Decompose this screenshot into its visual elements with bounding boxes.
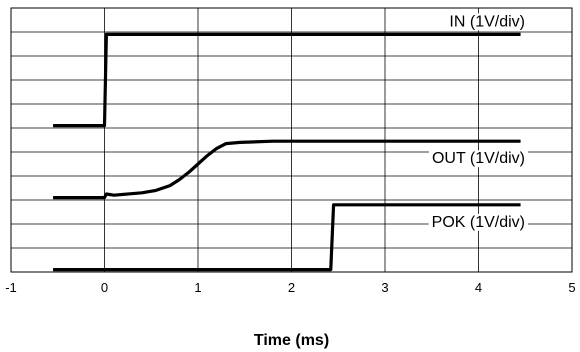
- trace-in: [53, 32, 521, 128]
- traces: [53, 32, 521, 272]
- trace-label-pok: POK (1V/div): [432, 214, 525, 231]
- trace-label-background: [446, 13, 528, 31]
- trace-pok: [53, 203, 521, 272]
- trace-label-background: [428, 150, 528, 168]
- x-tick-label: 0: [101, 280, 108, 295]
- trace-label-in: IN (1V/div): [449, 13, 525, 30]
- plot-frame: [10, 7, 573, 273]
- trace-label-background: [428, 213, 528, 231]
- x-axis-label: Time (ms): [254, 332, 329, 349]
- trace-out: [53, 139, 521, 200]
- x-tick-label: 5: [568, 280, 575, 295]
- x-tick-label: 3: [381, 280, 388, 295]
- x-tick-label: 1: [194, 280, 201, 295]
- x-tick-label: -1: [5, 280, 17, 295]
- trace-labels: IN (1V/div) OUT (1V/div) POK (1V/div): [428, 13, 528, 231]
- x-tick-label: 2: [288, 280, 295, 295]
- trace-label-out: OUT (1V/div): [432, 150, 525, 167]
- x-tick-label: 4: [475, 280, 482, 295]
- x-tick-labels: -1 0 1 2 3 4 5: [5, 280, 575, 295]
